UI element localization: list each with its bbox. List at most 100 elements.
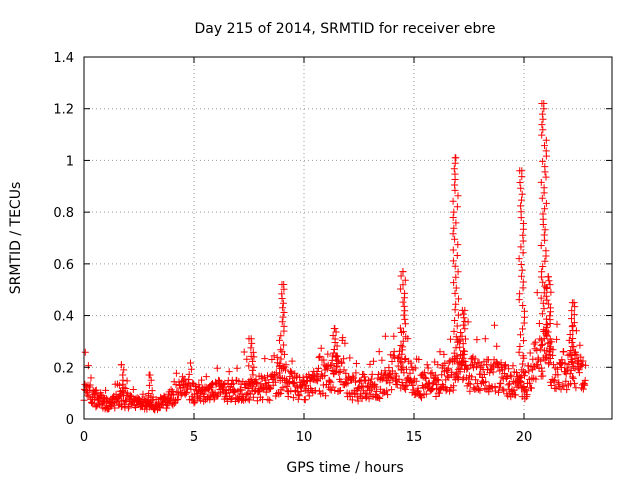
data-point <box>247 335 255 343</box>
data-point <box>390 332 398 340</box>
data-point <box>491 387 499 395</box>
data-point <box>117 397 125 405</box>
data-point <box>456 343 464 351</box>
data-point <box>541 142 548 150</box>
data-point <box>452 219 460 227</box>
data-point <box>537 178 545 186</box>
data-point <box>378 356 386 364</box>
data-point <box>542 147 550 155</box>
data-point <box>342 369 350 377</box>
data-point <box>459 340 467 348</box>
data-point <box>581 376 589 384</box>
data-point <box>461 325 469 333</box>
data-point <box>459 310 467 318</box>
data-point <box>573 351 581 359</box>
data-point <box>365 395 373 403</box>
data-point <box>432 371 440 379</box>
data-point <box>539 157 547 165</box>
data-point <box>507 373 515 381</box>
data-point <box>146 371 154 379</box>
data-point <box>566 331 574 338</box>
data-point <box>531 338 539 346</box>
data-point <box>449 230 457 238</box>
data-point <box>458 358 466 366</box>
data-point <box>436 348 444 356</box>
data-point <box>244 395 252 403</box>
data-point <box>568 339 576 346</box>
data-point <box>395 353 403 361</box>
data-point <box>450 165 458 173</box>
data-point <box>276 360 284 368</box>
data-point <box>249 357 256 365</box>
x-tick-label: 10 <box>296 430 313 445</box>
data-point <box>402 355 410 363</box>
data-point <box>397 272 405 280</box>
data-point <box>396 358 404 366</box>
data-point <box>190 399 198 407</box>
data-point <box>352 378 359 386</box>
data-point <box>422 390 430 398</box>
data-point <box>542 352 550 360</box>
data-point <box>268 356 276 363</box>
data-point <box>486 369 494 377</box>
data-point <box>172 369 180 377</box>
data-point <box>553 320 561 328</box>
data-point <box>421 373 429 381</box>
data-point <box>305 392 313 400</box>
data-point <box>248 366 256 374</box>
data-point <box>315 364 322 372</box>
data-point <box>525 367 533 375</box>
data-point <box>316 352 324 360</box>
data-point <box>323 365 331 373</box>
data-point <box>576 341 584 349</box>
data-point <box>502 361 509 369</box>
data-point <box>540 100 548 107</box>
data-point <box>459 354 467 362</box>
data-point <box>500 387 508 395</box>
data-point <box>541 163 549 171</box>
data-point <box>538 310 546 318</box>
data-point <box>261 355 269 363</box>
data-point <box>317 344 325 352</box>
data-point <box>265 379 273 386</box>
data-point <box>519 284 527 292</box>
data-point <box>115 381 123 389</box>
data-point <box>276 374 284 382</box>
data-point <box>534 361 542 369</box>
data-point <box>330 370 338 378</box>
data-point <box>163 404 171 412</box>
data-point <box>450 224 458 232</box>
data-point <box>459 376 467 384</box>
data-point <box>449 257 457 265</box>
data-point <box>518 190 526 198</box>
data-point <box>571 379 579 387</box>
data-point <box>569 327 577 334</box>
data-point <box>451 262 459 270</box>
axis-ticks: 0 0.2 0.4 0.6 0.8 1 1.2 1.4 0 5 10 15 20 <box>53 51 612 445</box>
data-point <box>407 359 415 367</box>
data-point <box>568 307 576 315</box>
data-point <box>568 358 576 366</box>
data-point <box>397 329 405 336</box>
chart-title: Day 215 of 2014, SRMTID for receiver ebr… <box>195 21 496 37</box>
data-point <box>545 277 553 285</box>
data-point <box>457 351 465 359</box>
data-point <box>542 292 550 300</box>
data-point <box>520 384 528 391</box>
data-point <box>538 367 546 375</box>
data-point <box>517 202 525 210</box>
data-point <box>386 379 394 387</box>
data-point <box>313 368 321 375</box>
data-point <box>243 355 251 363</box>
data-point <box>458 306 466 314</box>
data-point <box>519 302 527 309</box>
data-point <box>516 290 524 298</box>
data-point <box>563 386 571 394</box>
data-point <box>271 378 279 386</box>
data-point <box>341 339 349 347</box>
data-point <box>518 266 526 274</box>
data-point <box>87 374 95 382</box>
data-point <box>521 313 528 321</box>
data-point <box>102 386 110 394</box>
